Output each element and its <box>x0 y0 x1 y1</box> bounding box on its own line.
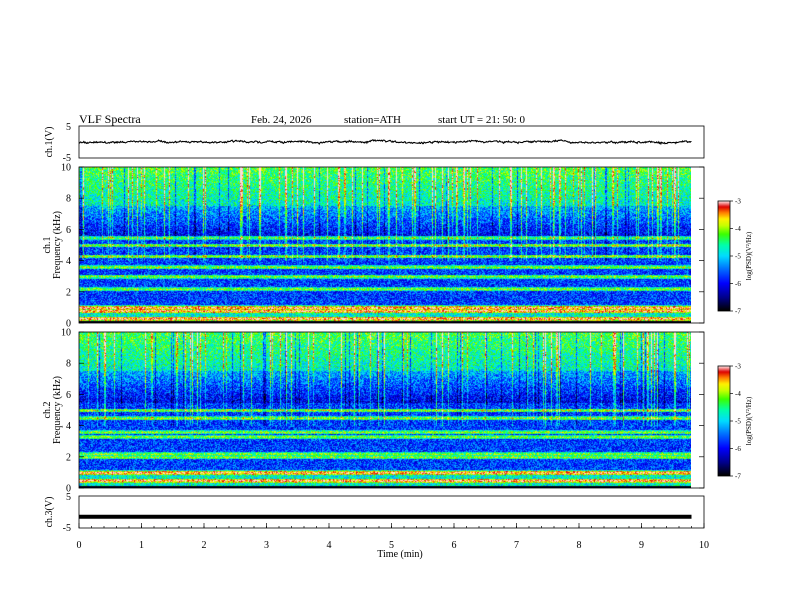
ch2-cbtick-label-3: -6 <box>735 445 741 453</box>
ch1-spectrogram-image <box>79 167 691 323</box>
ch1-colorbar-ticks: -3 -4 -5 -6 -7 <box>730 198 741 316</box>
ch1-spectrogram-yticks: 0 2 4 6 8 10 <box>61 163 704 330</box>
ch2-spec-ytick-label-4: 8 <box>66 359 71 370</box>
ch1-cbtick-label-3: -6 <box>735 280 741 288</box>
ch2-cbtick-label-4: -7 <box>735 473 741 481</box>
time-tick-label-3: 3 <box>264 540 269 551</box>
ch2-cbtick-label-1: -4 <box>735 390 741 398</box>
ch3-ytick-bottom: -5 <box>63 523 71 534</box>
ch2-spec-ytick-label-3: 6 <box>66 390 71 401</box>
ch1-cbtick-label-4: -7 <box>735 308 741 316</box>
ch2-spec-ytick-label-5: 10 <box>61 328 71 339</box>
ch1-cbtick-label-1: -4 <box>735 225 741 233</box>
ch1-spec-ytick-label-4: 8 <box>66 194 71 205</box>
time-tick-label-1: 1 <box>139 540 144 551</box>
ch1-spec-ytick-label-0: 0 <box>66 319 71 330</box>
ch1-spectrogram-ylabel-channel: ch.1 <box>42 237 53 254</box>
time-tick-label-10: 10 <box>699 540 709 551</box>
figure-title: VLF Spectra <box>79 112 141 126</box>
ch1-colorbar-label: log(PSD)(V²/Hz) <box>745 231 753 280</box>
ch1-spec-ytick-label-2: 4 <box>66 256 71 267</box>
ch1-spec-ytick-label-3: 6 <box>66 225 71 236</box>
ch3-ytick-top: 5 <box>66 492 71 503</box>
ch1-ytick-top: 5 <box>66 122 71 133</box>
ch3-voltage-ylabel: ch.3(V) <box>44 497 55 528</box>
ch1-spectrogram-ylabel-frequency: Frequency (kHz) <box>52 211 63 279</box>
time-tick-label-2: 2 <box>202 540 207 551</box>
ch1-ytick-bottom: -5 <box>63 153 71 164</box>
ch1-voltage-trace <box>78 138 692 146</box>
time-tick-label-7: 7 <box>514 540 519 551</box>
station-label: station=ATH <box>344 114 401 126</box>
ch1-voltage-frame <box>78 125 705 159</box>
time-axis-label: Time (min) <box>377 549 422 560</box>
time-tick-label-0: 0 <box>77 540 82 551</box>
ch1-voltage-panel: 5 -5 ch.1(V) <box>44 122 705 164</box>
time-tick-label-5: 5 <box>389 540 394 551</box>
time-tick-label-4: 4 <box>327 540 332 551</box>
start-time-label: start UT = 21: 50: 0 <box>438 114 525 126</box>
ch1-cbtick-label-2: -5 <box>735 253 741 261</box>
ch2-colorbar-label: log(PSD)(V²/Hz) <box>745 396 753 445</box>
ch2-spec-ytick-label-0: 0 <box>66 484 71 495</box>
time-tick-label-6: 6 <box>452 540 457 551</box>
ch1-cbtick-label-0: -3 <box>735 198 741 206</box>
ch1-spec-ytick-label-1: 2 <box>66 287 71 298</box>
time-tick-label-9: 9 <box>639 540 644 551</box>
ch2-spectrogram-yticks: 0 2 4 6 8 10 <box>61 328 704 495</box>
ch1-voltage-ylabel: ch.1(V) <box>44 127 55 158</box>
ch2-spectrogram-image <box>79 332 691 488</box>
ch2-spec-ytick-label-2: 4 <box>66 421 71 432</box>
ch2-colorbar <box>718 366 730 476</box>
ch1-spec-ytick-label-5: 10 <box>61 163 71 174</box>
ch1-spectrogram-frame <box>78 166 705 324</box>
ch2-spectrogram-frame <box>78 331 705 489</box>
ch2-spectrogram-ylabel-frequency: Frequency (kHz) <box>52 376 63 444</box>
time-axis-ticks: 0 1 2 3 4 5 6 7 8 9 10 <box>77 523 709 551</box>
date-label: Feb. 24, 2026 <box>251 114 312 126</box>
ch2-colorbar-ticks: -3 -4 -5 -6 -7 <box>730 363 741 481</box>
ch2-cbtick-label-0: -3 <box>735 363 741 371</box>
ch2-spectrogram-ylabel-channel: ch.2 <box>42 402 53 419</box>
ch2-cbtick-label-2: -5 <box>735 418 741 426</box>
ch1-colorbar <box>718 201 730 311</box>
ch3-voltage-panel: 5 -5 ch.3(V) 0 1 2 3 4 5 6 7 8 9 10 Time (min) <box>44 492 709 560</box>
ch2-spec-ytick-label-1: 2 <box>66 452 71 463</box>
time-tick-label-8: 8 <box>577 540 582 551</box>
